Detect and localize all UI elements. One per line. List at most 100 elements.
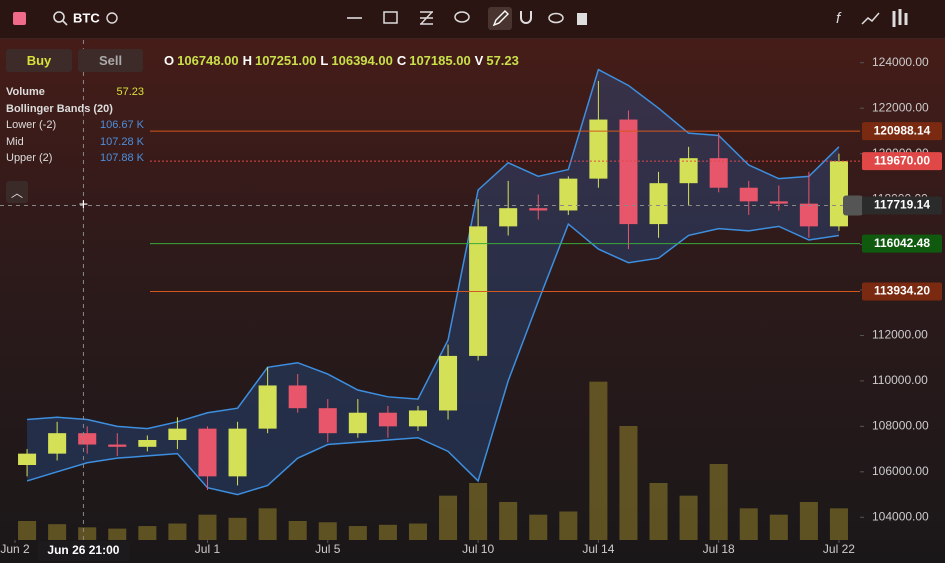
- candle-body: [48, 433, 67, 454]
- fib-tool[interactable]: [420, 11, 433, 25]
- legend-value: 107.28 K: [99, 135, 144, 148]
- x-tick-label: Jul 14: [582, 542, 614, 556]
- volume-bar: [769, 514, 788, 540]
- legend-row: Lower (-2) 106.67 K: [6, 119, 144, 136]
- price-label-box: [862, 234, 942, 253]
- ohlc-value: 57.23: [486, 53, 519, 68]
- volume-bar: [469, 483, 488, 540]
- candle-body: [288, 385, 307, 409]
- volume-bar: [78, 527, 97, 540]
- buy-button[interactable]: Buy: [6, 49, 72, 72]
- crosshair-plus: +: [79, 197, 88, 214]
- candle-body: [378, 412, 397, 427]
- candle-body: [258, 385, 277, 429]
- volume-bar: [48, 524, 67, 540]
- ohlc-key: C: [396, 53, 407, 68]
- magnet-tool[interactable]: [520, 11, 532, 24]
- candle-body: [559, 178, 578, 211]
- sell-button[interactable]: Sell: [78, 49, 143, 72]
- candle-body: [408, 410, 427, 427]
- price-label: 119670.00: [874, 153, 930, 167]
- y-tick-label: 108000.00: [872, 419, 929, 433]
- candle-body: [769, 201, 788, 204]
- ohlc-key: O: [164, 53, 175, 68]
- legend-name: Upper (2): [6, 152, 53, 164]
- ohlc-value: 106748.00: [177, 53, 239, 68]
- volume-bar: [258, 508, 277, 540]
- pen-icon: [492, 10, 509, 27]
- volume-bar: [529, 514, 548, 540]
- volume-bar: [408, 523, 427, 540]
- y-tick-label: 122000.00: [872, 100, 929, 114]
- status-icon[interactable]: [13, 12, 26, 25]
- candle-body: [829, 161, 848, 227]
- legend-name: Mid: [6, 135, 24, 148]
- x-tick-label: Jul 22: [823, 542, 855, 556]
- shape-tool[interactable]: [454, 11, 470, 23]
- y-tick-label: 112000.00: [872, 328, 928, 342]
- candle-body: [649, 183, 668, 225]
- bollinger-upper: [27, 68, 840, 430]
- delete-tool[interactable]: [577, 13, 587, 25]
- toolbar-icons: BTC f: [13, 7, 908, 30]
- candle-body: [499, 208, 518, 227]
- volume-bar: [589, 381, 608, 540]
- price-label-box: [862, 122, 942, 141]
- legend-name: Volume: [6, 86, 45, 98]
- y-tick-label: 106000.00: [872, 464, 929, 478]
- legend-row: Upper (2) 107.88 K: [6, 152, 144, 169]
- volume-bar: [439, 495, 458, 540]
- search-icon[interactable]: [53, 11, 65, 23]
- indicator-icon[interactable]: [861, 12, 880, 25]
- chart-type-icon[interactable]: [892, 9, 908, 27]
- volume-bar: [829, 508, 848, 540]
- price-label: 116042.48: [874, 236, 930, 250]
- price-label-box: [862, 152, 942, 171]
- crosshair-x-label: Jun 26 21:00: [47, 543, 119, 557]
- currency-icon[interactable]: [106, 12, 118, 24]
- search-icon: [62, 20, 68, 26]
- volume-bar: [168, 523, 187, 540]
- bollinger-fill: [27, 69, 839, 495]
- collapse-button[interactable]: ︿: [6, 181, 28, 203]
- x-tick-label: Jul 10: [462, 542, 494, 556]
- volume-bar: [18, 521, 37, 540]
- price-label: 117719.14: [874, 198, 930, 212]
- x-tick-label: Jul 5: [315, 542, 341, 556]
- function-icon[interactable]: f: [836, 10, 842, 27]
- rect-tool[interactable]: [383, 11, 398, 24]
- price-label-box: [862, 196, 942, 215]
- volume-bar: [649, 483, 668, 540]
- legend-value: 106.67 K: [99, 119, 144, 131]
- volume-bar: [559, 511, 578, 540]
- volume-bar: [228, 517, 247, 540]
- volume-bar: [739, 508, 758, 540]
- volume-bar: [138, 526, 157, 540]
- candle-body: [18, 453, 37, 465]
- candle-body: [198, 428, 217, 477]
- candle-body: [709, 158, 728, 188]
- candle-body: [439, 355, 458, 411]
- y-tick-label: 104000.00: [872, 509, 929, 523]
- volume-bar: [619, 426, 638, 540]
- draw-tool-active[interactable]: [488, 7, 512, 30]
- candle-body: [619, 119, 638, 225]
- x-tick-label: Jul 1: [195, 542, 221, 556]
- visibility-tool[interactable]: [548, 12, 564, 24]
- crosshair-x-box: [37, 541, 130, 561]
- symbol[interactable]: BTC: [73, 10, 100, 25]
- bollinger-lower: [26, 222, 840, 496]
- x-tick-label: Jul 18: [703, 542, 735, 556]
- candle-body: [318, 408, 337, 434]
- candle-body: [589, 119, 608, 179]
- volume-bar: [378, 524, 397, 540]
- volume-bar: [318, 522, 337, 540]
- ohlc-key: V: [474, 53, 484, 68]
- candle-body: [739, 187, 758, 202]
- y-tick-label: 110000.00: [872, 373, 928, 387]
- ohlc-key: L: [320, 53, 329, 68]
- price-label-box: [862, 282, 942, 301]
- crosshair-add-button[interactable]: [843, 195, 863, 216]
